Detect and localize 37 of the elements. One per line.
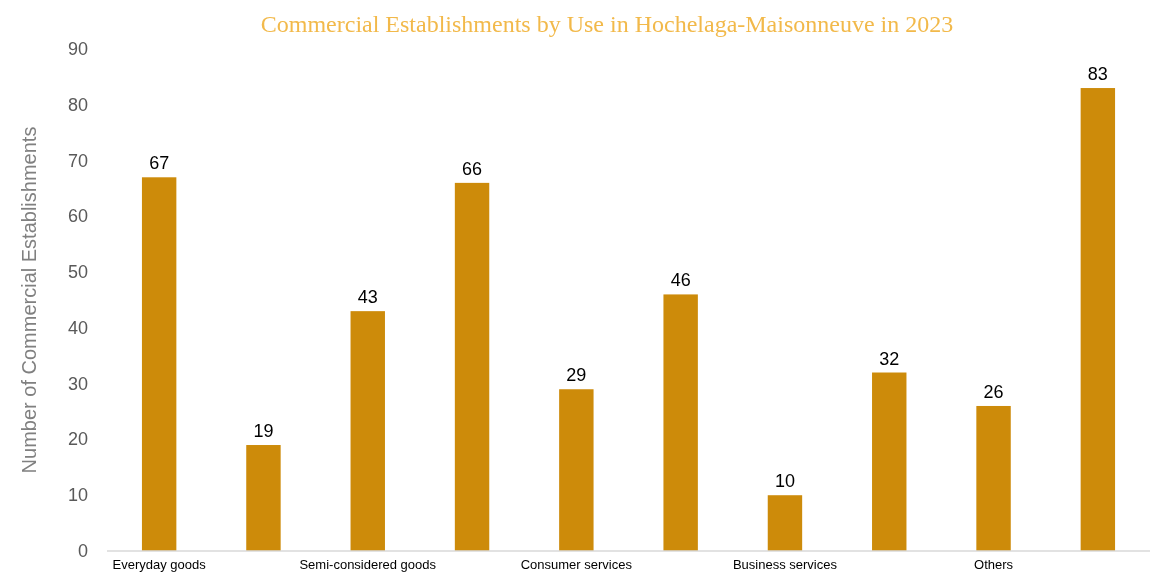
bar [350,311,385,551]
y-tick-label: 10 [67,485,88,506]
bar [767,495,803,551]
x-tick-label: Everyday goods [112,557,207,572]
bar [663,294,698,551]
data-label: 43 [357,287,378,308]
y-tick-label: 30 [67,373,88,394]
y-axis-title: Number of Commercial Establishments [18,126,40,474]
y-tick-label: 0 [77,541,88,561]
bar [1080,88,1116,551]
bar [246,445,281,551]
data-label: 19 [253,421,274,442]
y-tick-label: 20 [67,429,88,450]
chart-title: Commercial Establishments by Use in Hochelaga-Maisonneuve in 2023 [260,11,954,37]
y-tick-label: 90 [67,39,88,59]
x-tick-label: Business services [732,557,838,572]
data-label: 67 [149,153,170,174]
x-tick-label: Semi-considered goods [299,557,437,572]
y-tick-label: 40 [67,317,88,338]
bar [872,372,907,551]
y-tick-label: 60 [67,206,88,227]
bar [141,177,177,551]
data-label: 32 [879,348,900,369]
y-tick-label: 70 [67,150,88,171]
bar [454,182,490,551]
bar [559,389,594,551]
x-tick-label: Consumer services [520,557,633,572]
x-tick-label: Others [974,557,1014,572]
data-label: 29 [566,365,587,386]
data-label: 26 [983,381,1004,402]
data-label: 83 [1087,64,1108,85]
y-tick-label: 50 [67,262,88,283]
y-tick-label: 80 [67,94,88,115]
data-label: 46 [670,270,691,291]
bar [976,405,1011,551]
data-label: 66 [462,158,483,179]
data-label: 10 [774,471,795,492]
